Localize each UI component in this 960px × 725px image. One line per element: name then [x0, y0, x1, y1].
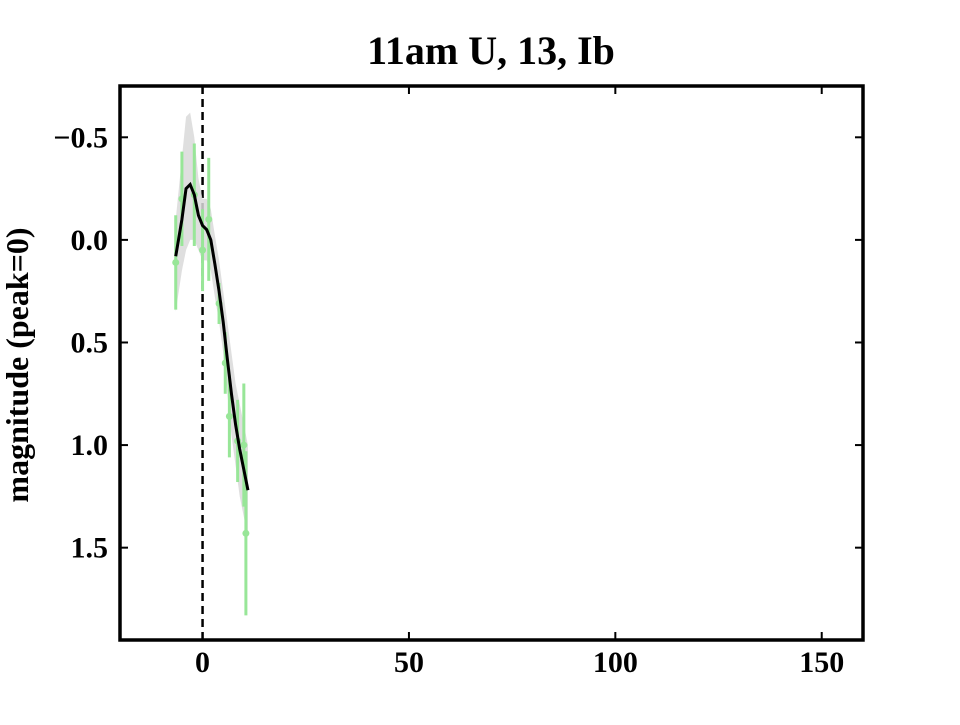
y-tick-label: 1.0	[71, 429, 109, 462]
data-point	[205, 215, 213, 223]
y-tick-label: −0.5	[53, 121, 108, 154]
x-tick-label: 50	[394, 646, 424, 679]
y-tick-label: 0.5	[71, 326, 109, 359]
y-tick-label: 0.0	[71, 224, 109, 257]
fit-curve	[174, 181, 250, 491]
data-point	[199, 246, 207, 254]
data-point	[240, 441, 248, 449]
y-axis-label: magnitude (peak=0)	[0, 227, 35, 502]
data-point	[242, 529, 250, 537]
data-point	[225, 412, 233, 420]
x-tick-label: 150	[799, 646, 844, 679]
chart-title: 11am U, 13, Ib	[367, 28, 615, 73]
x-tick-label: 100	[593, 646, 638, 679]
data-point	[172, 258, 180, 266]
x-tick-label: 0	[195, 646, 210, 679]
plot-frame	[118, 84, 865, 642]
y-tick-label: 1.5	[71, 532, 109, 565]
